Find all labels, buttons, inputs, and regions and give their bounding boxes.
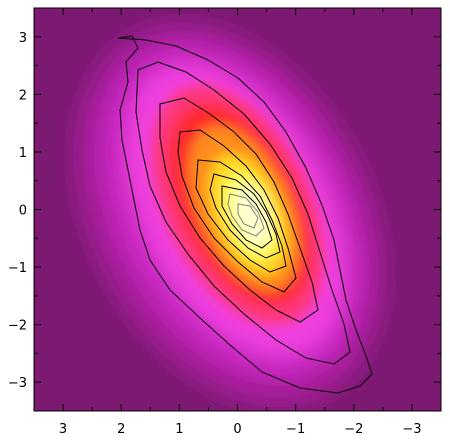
x-axis-tick-labels: 3 2 1 0 −1 −2 −3 xyxy=(59,422,422,437)
y-axis-tick-labels: 3 2 1 0 −1 −2 −3 xyxy=(8,31,27,391)
y-tick-label: 3 xyxy=(19,31,27,46)
contour-9 xyxy=(237,203,259,229)
contour-7 xyxy=(221,185,273,249)
contour-4 xyxy=(177,129,297,293)
heatmap-core-layers xyxy=(152,85,324,325)
contour-8 xyxy=(227,193,265,237)
y-tick-label: 1 xyxy=(19,146,27,161)
x-tick-label: −1 xyxy=(286,422,305,437)
contour-5 xyxy=(195,159,287,273)
x-tick-label: −3 xyxy=(402,422,421,437)
contour-6 xyxy=(209,173,281,259)
x-tick-label: 1 xyxy=(175,422,183,437)
y-tick-label: −2 xyxy=(8,319,27,334)
y-tick-label: −1 xyxy=(8,261,27,276)
y-tick-label: 0 xyxy=(19,204,27,219)
plot-area xyxy=(34,8,441,411)
contour-2 xyxy=(135,61,351,365)
x-tick-label: −2 xyxy=(344,422,363,437)
y-tick-label: 2 xyxy=(19,88,27,103)
x-tick-label: 2 xyxy=(117,422,125,437)
x-tick-label: 3 xyxy=(59,422,67,437)
axis-ticks xyxy=(33,7,442,412)
contour-1 xyxy=(117,35,373,394)
contour-3 xyxy=(159,97,319,323)
contour-lines xyxy=(117,35,373,394)
y-tick-label: −3 xyxy=(8,376,27,391)
x-tick-label: 0 xyxy=(233,422,241,437)
